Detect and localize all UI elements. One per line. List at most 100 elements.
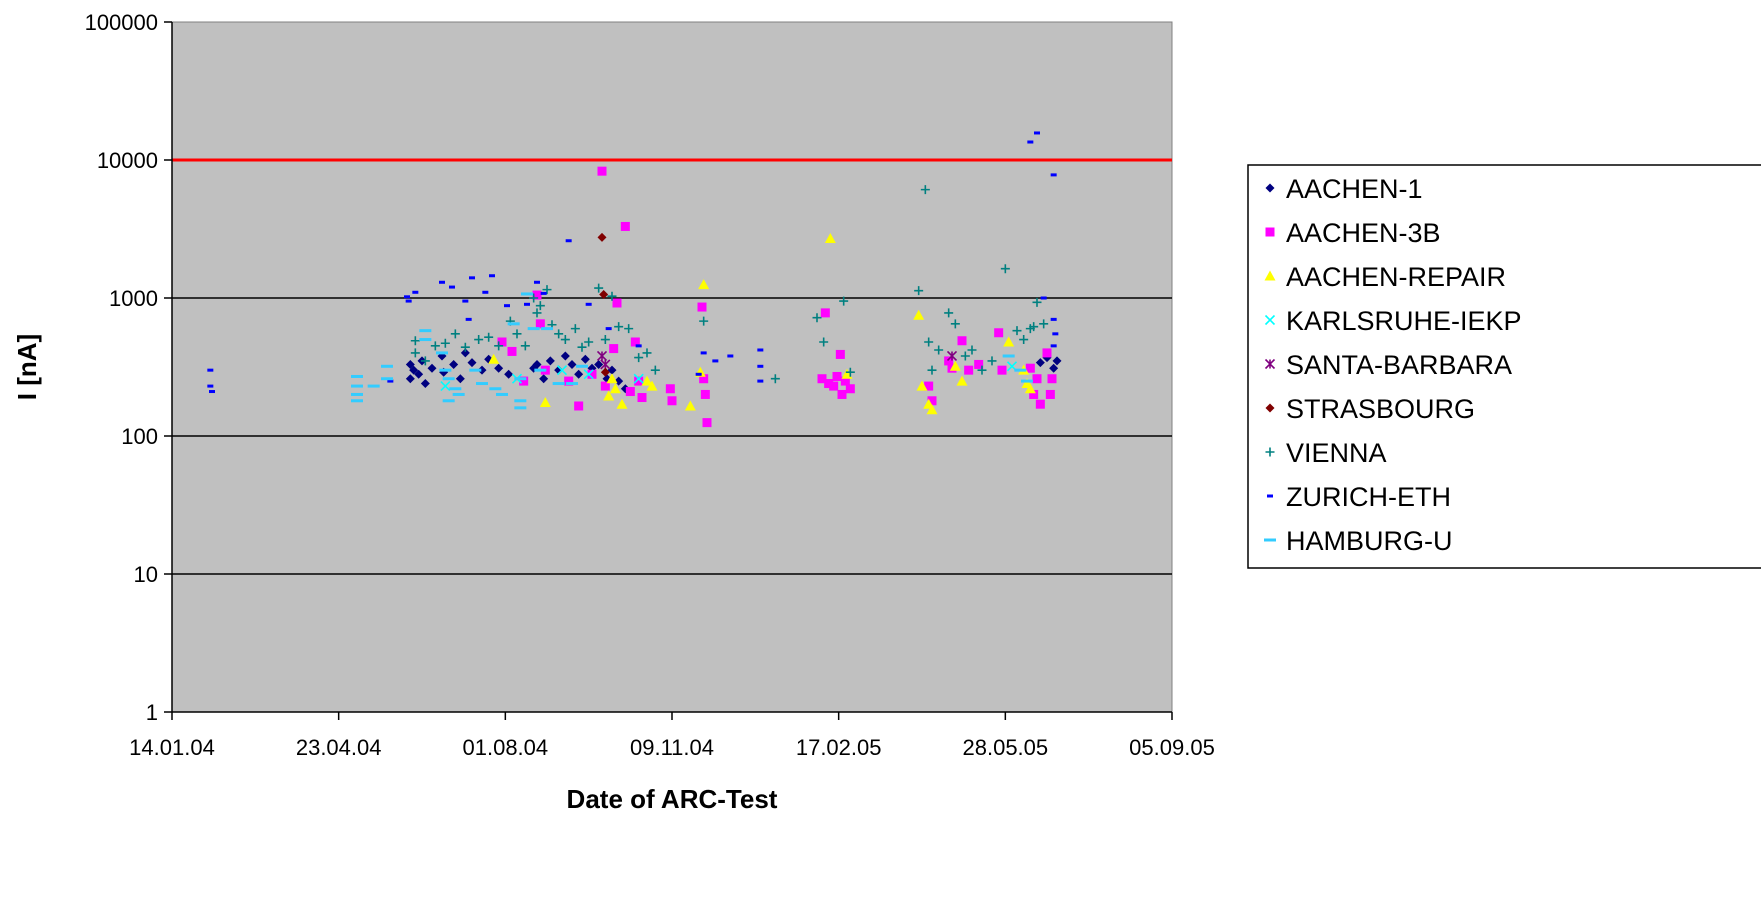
data-point <box>449 285 455 289</box>
data-point <box>914 286 924 296</box>
data-point <box>812 313 822 323</box>
data-point <box>1045 389 1055 399</box>
legend-marker <box>1265 403 1275 413</box>
data-point <box>1032 374 1042 384</box>
legend-box <box>1247 164 1761 569</box>
data-point <box>460 342 470 352</box>
data-point <box>927 365 937 375</box>
data-point <box>577 342 587 352</box>
data-point <box>439 368 452 372</box>
data-point <box>1052 332 1059 336</box>
data-point <box>665 384 675 394</box>
data-point <box>532 308 542 318</box>
data-point <box>449 359 459 369</box>
data-point <box>603 390 615 401</box>
legend-marker <box>1267 494 1273 498</box>
x-tick-label: 14.01.04 <box>129 735 215 760</box>
data-points <box>207 131 1062 428</box>
data-point <box>455 374 465 384</box>
data-point <box>440 381 451 392</box>
x-tick-label: 09.11.04 <box>630 735 714 760</box>
y-tick-label: 10000 <box>97 148 158 173</box>
data-point <box>1019 335 1029 345</box>
data-point <box>684 400 696 411</box>
data-point <box>1050 317 1057 321</box>
legend-item-karlsruhe-iekp: KARLSRUHE-IEKP <box>1264 306 1522 336</box>
data-point <box>482 290 489 294</box>
y-tick-label: 100000 <box>85 10 158 35</box>
data-point <box>757 364 764 368</box>
data-point <box>497 337 507 347</box>
legend-marker <box>1265 447 1275 457</box>
data-point <box>1024 383 1036 394</box>
data-point <box>757 379 764 383</box>
data-point <box>529 293 539 303</box>
x-tick-label: 05.09.05 <box>1129 735 1215 760</box>
data-point <box>351 384 363 388</box>
data-point <box>496 392 508 396</box>
data-point <box>449 387 462 391</box>
data-point <box>994 328 1004 338</box>
data-point <box>697 302 707 312</box>
data-point <box>1025 363 1035 373</box>
data-point <box>574 401 584 411</box>
data-point <box>207 384 214 388</box>
data-point <box>977 365 987 375</box>
data-point <box>599 290 609 300</box>
data-point <box>840 376 850 386</box>
legend-item-vienna: VIENNA <box>1265 438 1387 468</box>
data-point <box>600 335 610 345</box>
plot-area <box>171 21 1173 713</box>
legend-label: STRASBOURG <box>1286 394 1475 424</box>
legend-label: AACHEN-3B <box>1286 218 1441 248</box>
data-point <box>957 336 967 346</box>
data-point <box>207 368 214 372</box>
series-vienna <box>410 185 1049 384</box>
data-point <box>839 296 849 306</box>
data-point <box>1035 358 1045 368</box>
data-point <box>832 371 842 381</box>
data-point <box>405 359 415 369</box>
y-ticks: 1 10 100 1000 10000 100000 <box>85 10 172 725</box>
data-point <box>667 396 677 406</box>
data-point <box>514 377 527 381</box>
data-point <box>913 309 925 320</box>
data-point <box>829 381 839 391</box>
data-point <box>727 354 734 358</box>
data-point <box>552 382 565 386</box>
data-point <box>650 365 660 375</box>
data-point <box>554 329 564 339</box>
data-point <box>489 387 502 391</box>
data-point <box>967 345 977 355</box>
data-point <box>567 359 577 369</box>
data-point <box>566 382 578 386</box>
data-point <box>641 375 653 386</box>
data-point <box>469 276 475 280</box>
data-point <box>819 337 829 347</box>
data-point <box>960 351 970 361</box>
x-tick-label: 01.08.04 <box>463 735 549 760</box>
data-point <box>1035 399 1045 409</box>
data-point <box>540 291 547 295</box>
data-point <box>926 404 938 415</box>
data-point <box>698 279 710 290</box>
data-point <box>539 396 551 407</box>
data-point <box>351 399 363 403</box>
data-point <box>987 356 997 366</box>
legend: AACHEN-1 AACHEN-3B AACHEN-REPAIR KARLSRUHE-… <box>1247 164 1761 569</box>
data-point <box>600 381 610 391</box>
data-point <box>507 346 517 356</box>
data-point <box>412 290 419 294</box>
data-point <box>634 376 644 386</box>
legend-marker <box>1265 183 1275 193</box>
data-point <box>1052 356 1062 366</box>
data-point <box>209 390 215 394</box>
data-point <box>587 369 597 379</box>
data-point <box>597 166 607 176</box>
data-point <box>609 344 619 354</box>
data-point <box>381 377 393 381</box>
data-point <box>535 319 545 329</box>
data-point <box>712 359 719 363</box>
data-point <box>624 324 634 334</box>
series-strasbourg <box>597 232 610 377</box>
